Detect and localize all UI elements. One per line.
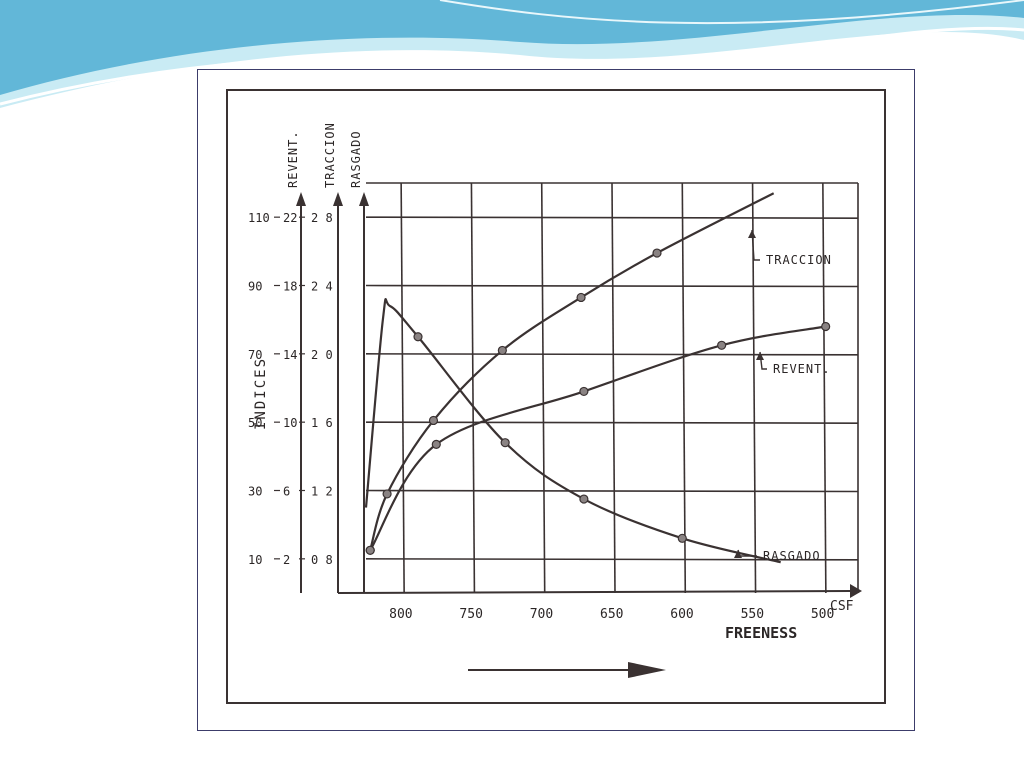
x-axis-title: FREENESS bbox=[725, 624, 797, 642]
wave-band-dark bbox=[0, 0, 1024, 95]
grid-line-y-50 bbox=[365, 421, 859, 424]
y-axis-arrowhead-1 bbox=[333, 192, 343, 206]
marker-rasgado-0 bbox=[413, 332, 423, 342]
labels: REVENT. TRACCION RASGADO 10 2 0 8 30 6 1 2 50 10 1 … bbox=[248, 122, 854, 642]
y-tick-label-2-0: 0 8 bbox=[311, 553, 333, 567]
y-tick-label-2-4: 2 4 bbox=[311, 280, 333, 294]
marker-traccion-4 bbox=[576, 292, 586, 303]
y-tick-label-0-3: 70 bbox=[248, 348, 262, 362]
series-label-1: REVENT. bbox=[773, 362, 831, 376]
marker-traccion-3 bbox=[497, 345, 507, 356]
callout-arrowhead-2 bbox=[734, 550, 742, 558]
marker-rasgado-1 bbox=[500, 438, 510, 448]
x-tick-label-800: 800 bbox=[389, 607, 412, 622]
callout-arrowhead-1 bbox=[756, 352, 764, 360]
y-tick-label-1-2: 10 bbox=[283, 416, 297, 430]
y-tick-label-1-1: 6 bbox=[283, 485, 290, 499]
y-axis-name-2: RASGADO bbox=[349, 130, 363, 188]
x-tick-label-500: 500 bbox=[811, 607, 834, 622]
grid-line-y-110 bbox=[365, 216, 859, 219]
grid-line-y-90 bbox=[365, 284, 859, 288]
grid-line-y-10 bbox=[365, 558, 859, 561]
series-line-rasgado bbox=[364, 298, 781, 564]
marker-revent-1 bbox=[431, 439, 441, 449]
plot-border bbox=[226, 89, 886, 704]
grid-line-y-70 bbox=[365, 353, 859, 356]
wave-line-top bbox=[439, 0, 1024, 25]
y-tick-label-1-0: 2 bbox=[283, 553, 290, 567]
y-axis-arrowhead-2 bbox=[359, 192, 369, 206]
chart: REVENT. TRACCION RASGADO 10 2 0 8 30 6 1 2 50 10 1 … bbox=[226, 89, 886, 704]
y-tick-label-0-4: 90 bbox=[248, 280, 262, 294]
grid-line-x-650 bbox=[611, 182, 616, 594]
grid-line-y-30 bbox=[365, 489, 859, 493]
y-axis-name-0: REVENT. bbox=[286, 130, 300, 188]
x-tick-label-750: 750 bbox=[459, 607, 482, 622]
y-axis-name-1: TRACCION bbox=[323, 122, 337, 188]
marker-rasgado-2 bbox=[579, 494, 589, 504]
x-unit-label: CSF bbox=[830, 599, 854, 614]
y-axis-title: INDICES bbox=[253, 357, 269, 430]
series-label-2: RASGADO bbox=[763, 549, 821, 563]
y-tick-label-0-1: 30 bbox=[248, 485, 262, 499]
marker-traccion-5 bbox=[652, 248, 662, 258]
series-line-revent bbox=[369, 325, 826, 551]
grid-line-x-750 bbox=[470, 182, 476, 594]
figure-frame: REVENT. TRACCION RASGADO 10 2 0 8 30 6 1 2 50 10 1 … bbox=[197, 69, 915, 731]
marker-revent-0 bbox=[365, 545, 375, 555]
x-tick-label-550: 550 bbox=[741, 607, 764, 622]
wave-highlight bbox=[0, 26, 1024, 106]
x-tick-label-700: 700 bbox=[530, 607, 553, 622]
x-axis-line bbox=[337, 590, 851, 594]
marker-traccion-2 bbox=[428, 415, 439, 426]
y-tick-label-2-2: 1 6 bbox=[311, 416, 333, 430]
callout-arrowhead-0 bbox=[748, 230, 756, 238]
y-tick-label-1-3: 14 bbox=[283, 348, 297, 362]
grid-line-x-700 bbox=[540, 182, 546, 594]
y-tick-label-0-2: 50 bbox=[248, 416, 262, 430]
y-tick-label-2-1: 1 2 bbox=[311, 485, 333, 499]
y-axis-arrowhead-0 bbox=[296, 192, 306, 206]
grid bbox=[365, 182, 859, 594]
grid-line-x-800 bbox=[400, 182, 405, 594]
y-tick-label-0-5: 110 bbox=[248, 211, 270, 225]
series-label-0: TRACCION bbox=[766, 253, 832, 267]
marker-revent-3 bbox=[717, 340, 727, 350]
marker-revent-2 bbox=[579, 386, 589, 397]
y-tick-label-0-0: 10 bbox=[248, 553, 262, 567]
series-layer bbox=[364, 192, 831, 564]
grid-line-x-600 bbox=[681, 182, 687, 594]
series-line-traccion bbox=[369, 192, 775, 551]
marker-rasgado-3 bbox=[677, 533, 687, 543]
y-tick-label-1-4: 18 bbox=[283, 280, 297, 294]
axes bbox=[296, 192, 862, 678]
y-tick-label-1-5: 22 bbox=[283, 211, 297, 225]
x-tick-label-600: 600 bbox=[670, 607, 693, 622]
x-tick-label-650: 650 bbox=[600, 607, 623, 622]
marker-revent-4 bbox=[821, 321, 831, 332]
marker-traccion-1 bbox=[382, 489, 392, 499]
direction-arrow-head bbox=[628, 662, 666, 678]
x-axis-arrowhead bbox=[850, 584, 862, 598]
grid-line-x-500 bbox=[822, 182, 827, 594]
y-tick-label-2-3: 2 0 bbox=[311, 348, 333, 362]
y-tick-label-2-5: 2 8 bbox=[311, 211, 333, 225]
callout-line-0 bbox=[751, 229, 760, 261]
